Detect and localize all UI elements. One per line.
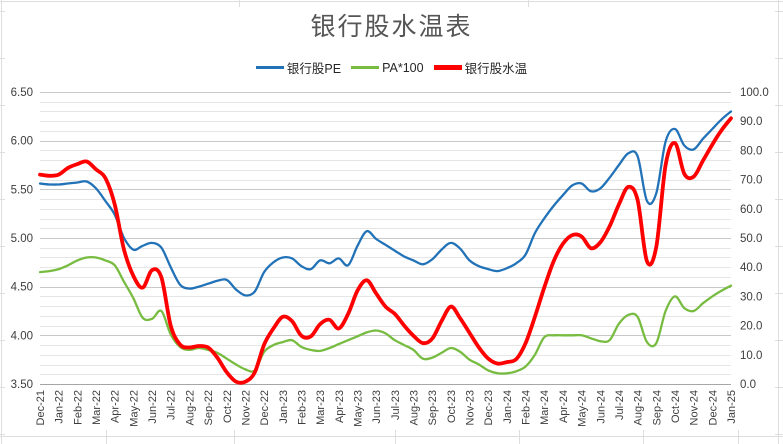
legend-line-swatch-green (351, 66, 380, 69)
y-axis-tick-right: 0.0 (740, 379, 756, 391)
y-axis-tick-right: 20.0 (740, 321, 762, 333)
legend-label: 银行股PE (286, 62, 342, 76)
series-line-pa-x100 (38, 255, 733, 375)
x-axis-tick: Apr-22 (110, 390, 122, 423)
x-axis-tick: Feb-22 (72, 390, 84, 425)
x-axis-tick: Jan-22 (54, 390, 66, 424)
x-axis-tick: Feb-24 (521, 390, 533, 425)
y-axis-tick-left: 3.50 (11, 379, 33, 391)
legend-item-bank-water-temp: 银行股水温 (433, 58, 528, 77)
x-axis-tick: Jan-23 (278, 390, 290, 424)
y-axis-tick-left: 5.00 (11, 233, 33, 245)
y-axis-tick-right: 90.0 (740, 116, 762, 128)
x-axis-tick: Jul-22 (166, 390, 178, 420)
legend-label: 银行股水温 (464, 62, 528, 76)
x-axis-tick: Oct-23 (446, 390, 458, 423)
x-axis-tick: Sep-24 (651, 390, 663, 425)
x-axis-tick: Apr-23 (334, 390, 346, 423)
x-axis-tick: Nov-22 (240, 390, 252, 425)
x-axis-tick: Sep-23 (427, 390, 439, 425)
y-axis-tick-left: 5.50 (11, 184, 33, 196)
x-axis-tick: May-23 (352, 390, 364, 427)
x-axis-tick: Apr-24 (558, 390, 570, 423)
y-axis-tick-right: 70.0 (740, 175, 762, 187)
x-axis-tick: Dec-22 (259, 390, 271, 425)
x-axis-tick: Aug-22 (184, 390, 196, 425)
x-axis-tick: Jul-24 (614, 390, 626, 420)
gridlines (40, 92, 731, 385)
x-axis-tick: Aug-24 (633, 390, 645, 425)
x-axis-tick: May-24 (577, 390, 589, 427)
series-line-bank-water-temp (38, 116, 733, 385)
x-axis-tick: Aug-23 (409, 390, 421, 425)
x-axis-tick: Dec-23 (483, 390, 495, 425)
x-axis-tick: Jan-25 (726, 390, 738, 424)
legend-line-swatch-red (433, 65, 462, 70)
legend-item-bank-pe: 银行股PE (255, 58, 342, 77)
chart-legend: 银行股PE PA*100 银行股水温 (0, 58, 783, 77)
y-axis-tick-right: 40.0 (740, 262, 762, 274)
x-axis-tick: Jun-24 (595, 390, 607, 424)
legend-label: PA*100 (382, 60, 424, 75)
x-axis-tick: Mar-23 (315, 390, 327, 425)
y-axis-tick-left: 4.00 (11, 330, 33, 342)
y-axis-tick-right: 80.0 (740, 145, 762, 157)
y-axis-tick-right: 30.0 (740, 291, 762, 303)
x-axis-tick: Jul-23 (390, 390, 402, 420)
series-line-bank-pe (38, 110, 733, 297)
x-axis-tick: Mar-22 (91, 390, 103, 425)
x-axis-tick: Feb-23 (296, 390, 308, 425)
x-axis-tick: Oct-24 (670, 390, 682, 423)
x-axis-tick: Dec-24 (707, 390, 719, 425)
x-axis-tick: Jan-24 (502, 390, 514, 424)
y-axis-tick-left: 6.00 (11, 136, 33, 148)
x-axis-tick: Mar-24 (539, 390, 551, 425)
y-axis-tick-right: 50.0 (740, 233, 762, 245)
y-axis-tick-left: 4.50 (11, 282, 33, 294)
x-axis-tick: Jun-23 (371, 390, 383, 424)
x-axis-tick: Jun-22 (147, 390, 159, 424)
y-axis-tick-left: 6.50 (11, 87, 33, 99)
x-axis-tick: Sep-22 (203, 390, 215, 425)
legend-line-swatch-blue (255, 66, 284, 69)
y-axis-tick-right: 100.0 (740, 87, 769, 99)
x-axis-tick: Oct-22 (222, 390, 234, 423)
y-axis-tick-right: 60.0 (740, 204, 762, 216)
x-axis-tick: May-22 (128, 390, 140, 427)
chart-title: 银行股水温表 (310, 14, 473, 41)
x-axis-tick: Dec-21 (35, 390, 47, 425)
x-axis-tick: Nov-23 (465, 390, 477, 425)
legend-item-pa-x100: PA*100 (351, 60, 424, 75)
x-axis-tick: Nov-24 (689, 390, 701, 425)
y-axis-tick-right: 10.0 (740, 350, 762, 362)
